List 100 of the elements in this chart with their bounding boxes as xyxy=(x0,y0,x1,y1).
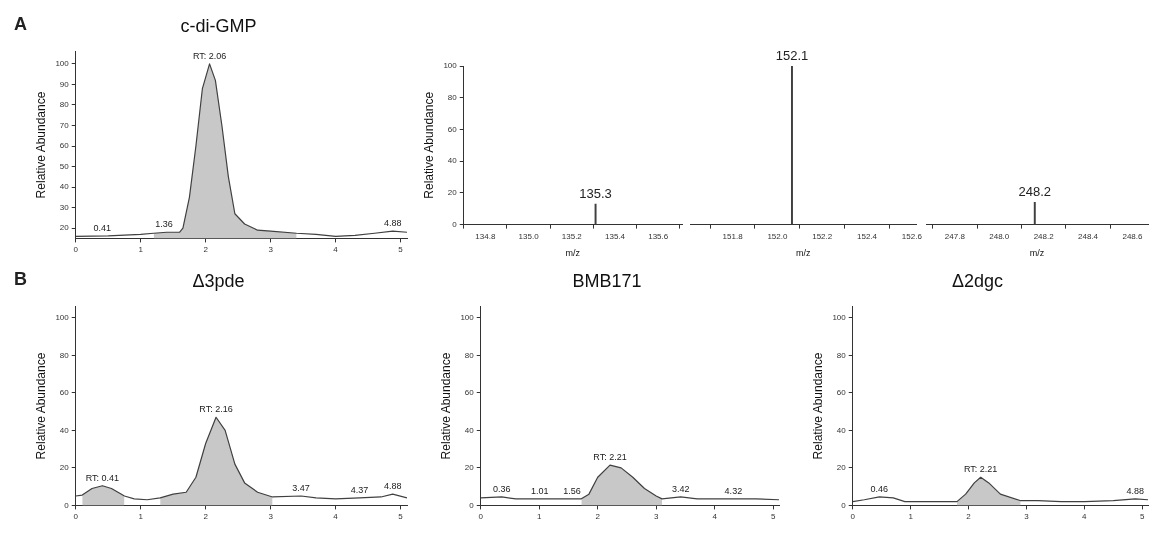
y-tick-label: 50 xyxy=(59,161,70,171)
x-tick-label: 5 xyxy=(398,512,404,522)
x-tick-label: 3 xyxy=(1024,512,1030,522)
x-tick-label: 1 xyxy=(908,512,914,522)
x-tick-label: 3 xyxy=(653,512,659,522)
x-tick-label: 4 xyxy=(333,245,339,255)
x-axis-title: m/z xyxy=(1029,248,1045,259)
x-tick-label: 247.8 xyxy=(944,231,966,241)
y-tick-label: 90 xyxy=(59,79,70,89)
y-axis-title: Relative Abundance xyxy=(810,352,825,460)
y-tick-label: 80 xyxy=(836,350,847,360)
y-tick-label: 60 xyxy=(59,141,70,151)
annotation: 0.41 xyxy=(93,222,112,233)
annotation: 4.88 xyxy=(383,481,402,492)
y-tick-label: 70 xyxy=(59,120,70,130)
annotation: 248.2 xyxy=(1018,184,1052,200)
y-tick-label: 20 xyxy=(447,188,458,198)
y-tick-label: 40 xyxy=(464,425,475,435)
x-tick-label: 248.6 xyxy=(1122,231,1144,241)
x-tick-label: 248.2 xyxy=(1033,231,1055,241)
annotation: 1.36 xyxy=(155,219,173,230)
x-tick-label: 3 xyxy=(268,245,274,255)
annotation: 4.32 xyxy=(724,485,743,496)
x-tick-label: 1 xyxy=(537,512,542,522)
x-tick-label: 5 xyxy=(398,245,404,255)
y-tick-label: 40 xyxy=(59,182,70,192)
annotation: 1.56 xyxy=(563,485,581,496)
annotation: RT: 2.21 xyxy=(593,452,627,463)
annotation: 4.88 xyxy=(1126,485,1145,496)
y-axis-title: Relative Abundance xyxy=(438,352,453,460)
x-tick-label: 248.0 xyxy=(989,231,1010,241)
annotation: 135.3 xyxy=(579,186,612,202)
y-tick-label: 0 xyxy=(841,500,847,510)
x-tick-label: 5 xyxy=(1139,512,1145,522)
y-tick-label: 60 xyxy=(59,388,70,398)
x-tick-label: 5 xyxy=(770,512,776,522)
y-tick-label: 20 xyxy=(59,223,70,233)
chart-title: Δ2dgc xyxy=(951,270,1004,291)
x-tick-label: 1 xyxy=(138,512,144,522)
y-tick-label: 60 xyxy=(447,124,458,134)
x-tick-label: 152.2 xyxy=(812,231,833,241)
annotation: 152.1 xyxy=(775,48,809,64)
y-tick-label: 0 xyxy=(64,500,70,510)
x-tick-label: 2 xyxy=(203,245,209,255)
y-axis-title: Relative Abundance xyxy=(33,91,48,199)
annotation: RT: 2.21 xyxy=(964,464,998,475)
annotation: 3.47 xyxy=(292,483,310,494)
y-axis-title: Relative Abundance xyxy=(33,352,48,460)
annotation: 0.36 xyxy=(493,483,511,494)
x-axis-title: m/z xyxy=(565,248,581,259)
y-tick-label: 0 xyxy=(452,219,458,229)
x-tick-label: 0 xyxy=(478,512,484,522)
x-tick-label: 135.2 xyxy=(561,231,583,241)
annotation: 0.46 xyxy=(870,483,889,494)
x-axis-title: m/z xyxy=(795,248,811,259)
y-tick-label: 60 xyxy=(836,388,847,398)
annotation: RT: 2.16 xyxy=(199,404,233,415)
x-tick-label: 4 xyxy=(1082,512,1088,522)
chart-title: c-di-GMP xyxy=(180,15,257,36)
y-tick-label: 100 xyxy=(55,313,70,323)
annotation: 3.42 xyxy=(671,483,690,494)
x-tick-label: 0 xyxy=(850,512,856,522)
y-tick-label: 100 xyxy=(443,61,458,71)
y-tick-label: 20 xyxy=(836,463,847,473)
y-tick-label: 100 xyxy=(832,313,847,323)
x-tick-label: 151.8 xyxy=(722,231,744,241)
y-tick-label: 80 xyxy=(59,100,70,110)
x-tick-label: 0 xyxy=(73,245,79,255)
x-tick-label: 0 xyxy=(73,512,79,522)
y-tick-label: 80 xyxy=(447,92,458,102)
y-tick-label: 40 xyxy=(59,425,70,435)
x-tick-label: 4 xyxy=(712,512,718,522)
x-tick-label: 152.0 xyxy=(767,231,788,241)
y-tick-label: 60 xyxy=(464,388,475,398)
x-tick-label: 135.0 xyxy=(518,231,540,241)
y-tick-label: 20 xyxy=(464,463,475,473)
y-tick-label: 80 xyxy=(464,350,475,360)
x-tick-label: 135.4 xyxy=(605,231,626,241)
y-tick-label: 40 xyxy=(447,156,458,166)
x-tick-label: 4 xyxy=(333,512,339,522)
annotation: 4.37 xyxy=(350,484,369,495)
annotation: 1.01 xyxy=(531,485,549,496)
y-tick-label: 80 xyxy=(59,350,70,360)
y-tick-label: 0 xyxy=(469,500,475,510)
x-tick-label: 1 xyxy=(138,245,144,255)
annotation: RT: 0.41 xyxy=(85,472,120,483)
x-tick-label: 248.4 xyxy=(1078,231,1099,241)
x-tick-label: 152.6 xyxy=(901,231,923,241)
y-tick-label: 20 xyxy=(59,463,70,473)
y-tick-label: 100 xyxy=(55,59,70,69)
y-tick-label: 100 xyxy=(460,313,475,323)
chart-title: BMB171 xyxy=(572,270,642,291)
text: A xyxy=(14,13,27,34)
y-tick-label: 40 xyxy=(836,425,847,435)
chart-title: Δ3pde xyxy=(192,270,245,291)
annotation: 4.88 xyxy=(383,218,402,229)
y-axis-title: Relative Abundance xyxy=(421,91,436,199)
x-tick-label: 152.4 xyxy=(857,231,878,241)
text: B xyxy=(14,268,27,289)
x-tick-label: 135.6 xyxy=(648,231,669,241)
